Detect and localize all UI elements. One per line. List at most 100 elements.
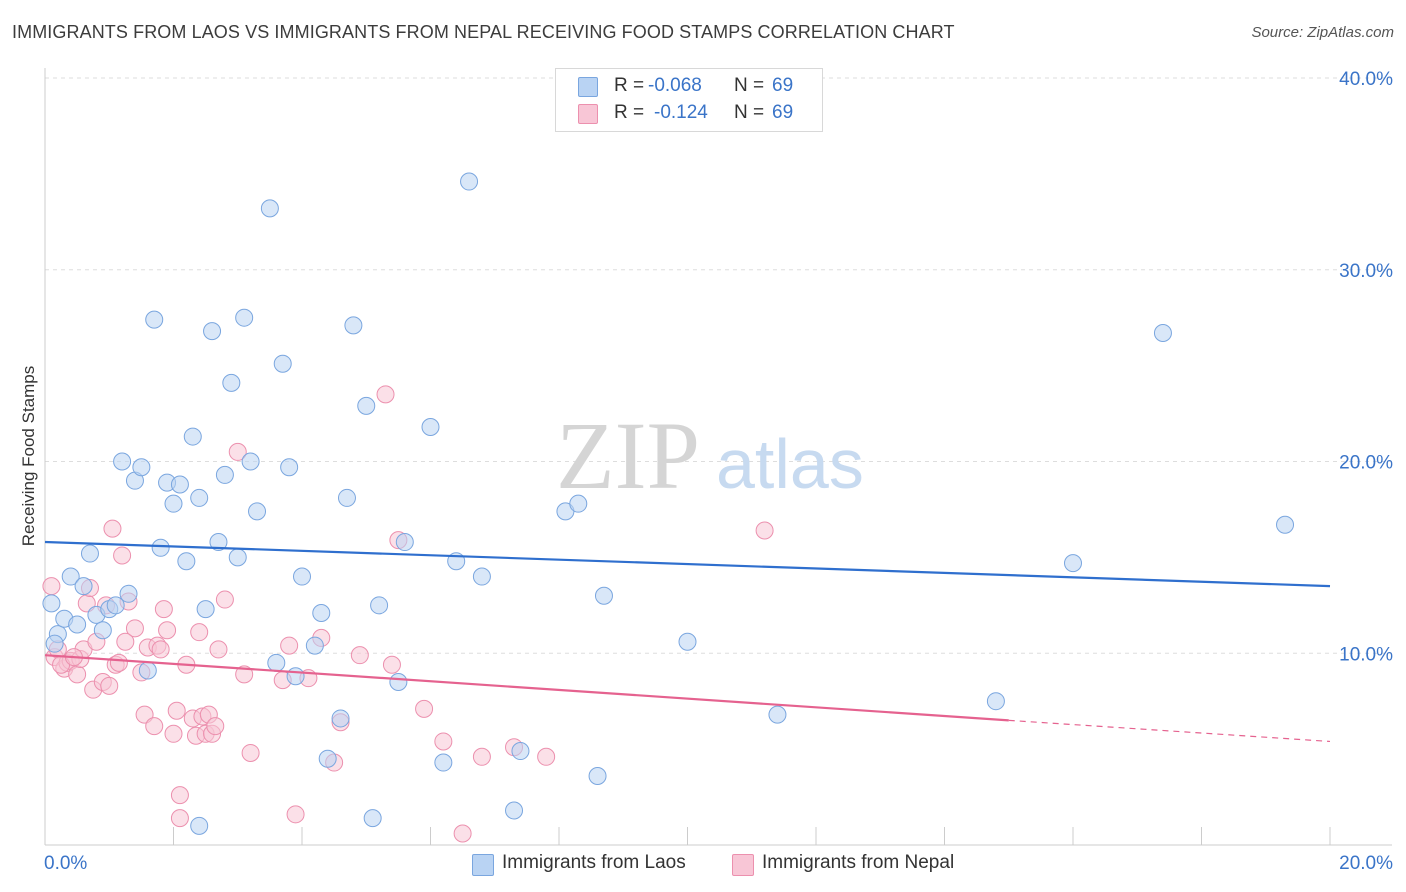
laos-point bbox=[68, 615, 87, 634]
nepal-point bbox=[158, 621, 177, 640]
laos-point bbox=[370, 596, 389, 615]
laos-point bbox=[138, 661, 157, 680]
nepal-point bbox=[537, 747, 556, 766]
laos-swatch bbox=[472, 854, 494, 876]
grid bbox=[45, 77, 1392, 654]
legend-row-nepal: R = -0.124 N = 69 bbox=[556, 102, 822, 128]
laos-point bbox=[209, 533, 228, 552]
laos-point bbox=[434, 753, 453, 772]
laos-points bbox=[42, 172, 1295, 835]
nepal-point bbox=[42, 577, 61, 596]
laos-point bbox=[222, 373, 241, 392]
y-tick-label: 40.0% bbox=[1339, 69, 1393, 90]
nepal-swatch bbox=[732, 854, 754, 876]
laos-point bbox=[678, 632, 697, 651]
nepal-point bbox=[154, 600, 173, 619]
nepal-point bbox=[206, 717, 225, 736]
n-value: 69 bbox=[772, 102, 794, 123]
nepal-point bbox=[164, 724, 183, 743]
chart-title: IMMIGRANTS FROM LAOS VS IMMIGRANTS FROM … bbox=[12, 22, 955, 42]
laos-point bbox=[235, 308, 254, 327]
laos-point bbox=[177, 552, 196, 571]
nepal-swatch bbox=[578, 104, 598, 124]
laos-point bbox=[241, 452, 260, 471]
laos-point bbox=[42, 594, 61, 613]
r-value: -0.068 bbox=[648, 75, 702, 96]
laos-point bbox=[389, 673, 408, 692]
laos-point bbox=[273, 354, 292, 373]
laos-point bbox=[280, 458, 299, 477]
laos-point bbox=[151, 538, 170, 557]
laos-point bbox=[331, 709, 350, 728]
nepal-point bbox=[100, 676, 119, 695]
laos-swatch bbox=[578, 77, 598, 97]
x-tick-label: 20.0% bbox=[1339, 853, 1393, 874]
nepal-point bbox=[135, 705, 154, 724]
nepal-point bbox=[113, 546, 132, 565]
laos-point bbox=[421, 417, 440, 436]
nepal-point bbox=[434, 732, 453, 751]
y-tick-label: 30.0% bbox=[1339, 261, 1393, 282]
laos-point bbox=[305, 636, 324, 655]
nepal-point bbox=[170, 786, 189, 805]
series-legend: Immigrants from Laos Immigrants from Nep… bbox=[0, 852, 1406, 878]
nepal-point bbox=[376, 385, 395, 404]
nepal-point bbox=[241, 743, 260, 762]
legend-row-laos: R = -0.068 N = 69 bbox=[556, 75, 822, 101]
nepal-point bbox=[151, 640, 170, 659]
legend-label-nepal: Immigrants from Nepal bbox=[762, 852, 955, 873]
laos-point bbox=[357, 396, 376, 415]
laos-point bbox=[395, 533, 414, 552]
laos-point bbox=[768, 705, 787, 724]
laos-point bbox=[93, 621, 112, 640]
axes bbox=[44, 68, 1392, 846]
nepal-point bbox=[116, 632, 135, 651]
nepal-point bbox=[280, 636, 299, 655]
y-tick-label: 10.0% bbox=[1339, 644, 1393, 665]
tick-labels: 10.0% 20.0% 30.0% 40.0% 0.0% 20.0% bbox=[44, 69, 1393, 874]
laos-point bbox=[1276, 515, 1295, 534]
laos-point bbox=[505, 801, 524, 820]
laos-point bbox=[986, 692, 1005, 711]
laos-point bbox=[260, 199, 279, 218]
nepal-point bbox=[103, 519, 122, 538]
nepal-point bbox=[286, 805, 305, 824]
nepal-point bbox=[472, 747, 491, 766]
nepal-trend-line bbox=[44, 654, 1009, 722]
laos-point bbox=[106, 596, 125, 615]
correlation-legend: R = -0.068 N = 69 R = -0.124 N = 69 bbox=[555, 68, 823, 132]
laos-point bbox=[228, 548, 247, 567]
laos-point bbox=[215, 465, 234, 484]
laos-point bbox=[286, 667, 305, 686]
laos-point bbox=[113, 452, 132, 471]
legend-label-laos: Immigrants from Laos bbox=[502, 852, 686, 873]
laos-point bbox=[248, 502, 267, 521]
watermark-zip: ZIP bbox=[556, 402, 700, 509]
laos-point bbox=[511, 742, 530, 761]
nepal-point bbox=[235, 665, 254, 684]
laos-point bbox=[74, 577, 93, 596]
laos-point bbox=[80, 544, 99, 563]
laos-point bbox=[190, 488, 209, 507]
nepal-point bbox=[190, 623, 209, 642]
laos-trend-line bbox=[44, 540, 1331, 588]
laos-point bbox=[145, 310, 164, 329]
watermark-atlas: atlas bbox=[716, 425, 864, 503]
laos-point bbox=[318, 749, 337, 768]
r-value: -0.124 bbox=[654, 102, 708, 123]
laos-point bbox=[1153, 324, 1172, 343]
laos-point bbox=[164, 494, 183, 513]
laos-point bbox=[190, 816, 209, 835]
source-label: Source: ZipAtlas.com bbox=[1251, 24, 1394, 41]
nepal-point bbox=[109, 653, 128, 672]
nepal-point bbox=[228, 442, 247, 461]
laos-point bbox=[594, 586, 613, 605]
laos-point bbox=[267, 653, 286, 672]
nepal-point bbox=[170, 809, 189, 828]
y-tick-label: 20.0% bbox=[1339, 453, 1393, 474]
laos-point bbox=[472, 567, 491, 586]
laos-point bbox=[363, 809, 382, 828]
laos-point bbox=[337, 488, 356, 507]
nepal-point bbox=[415, 699, 434, 718]
